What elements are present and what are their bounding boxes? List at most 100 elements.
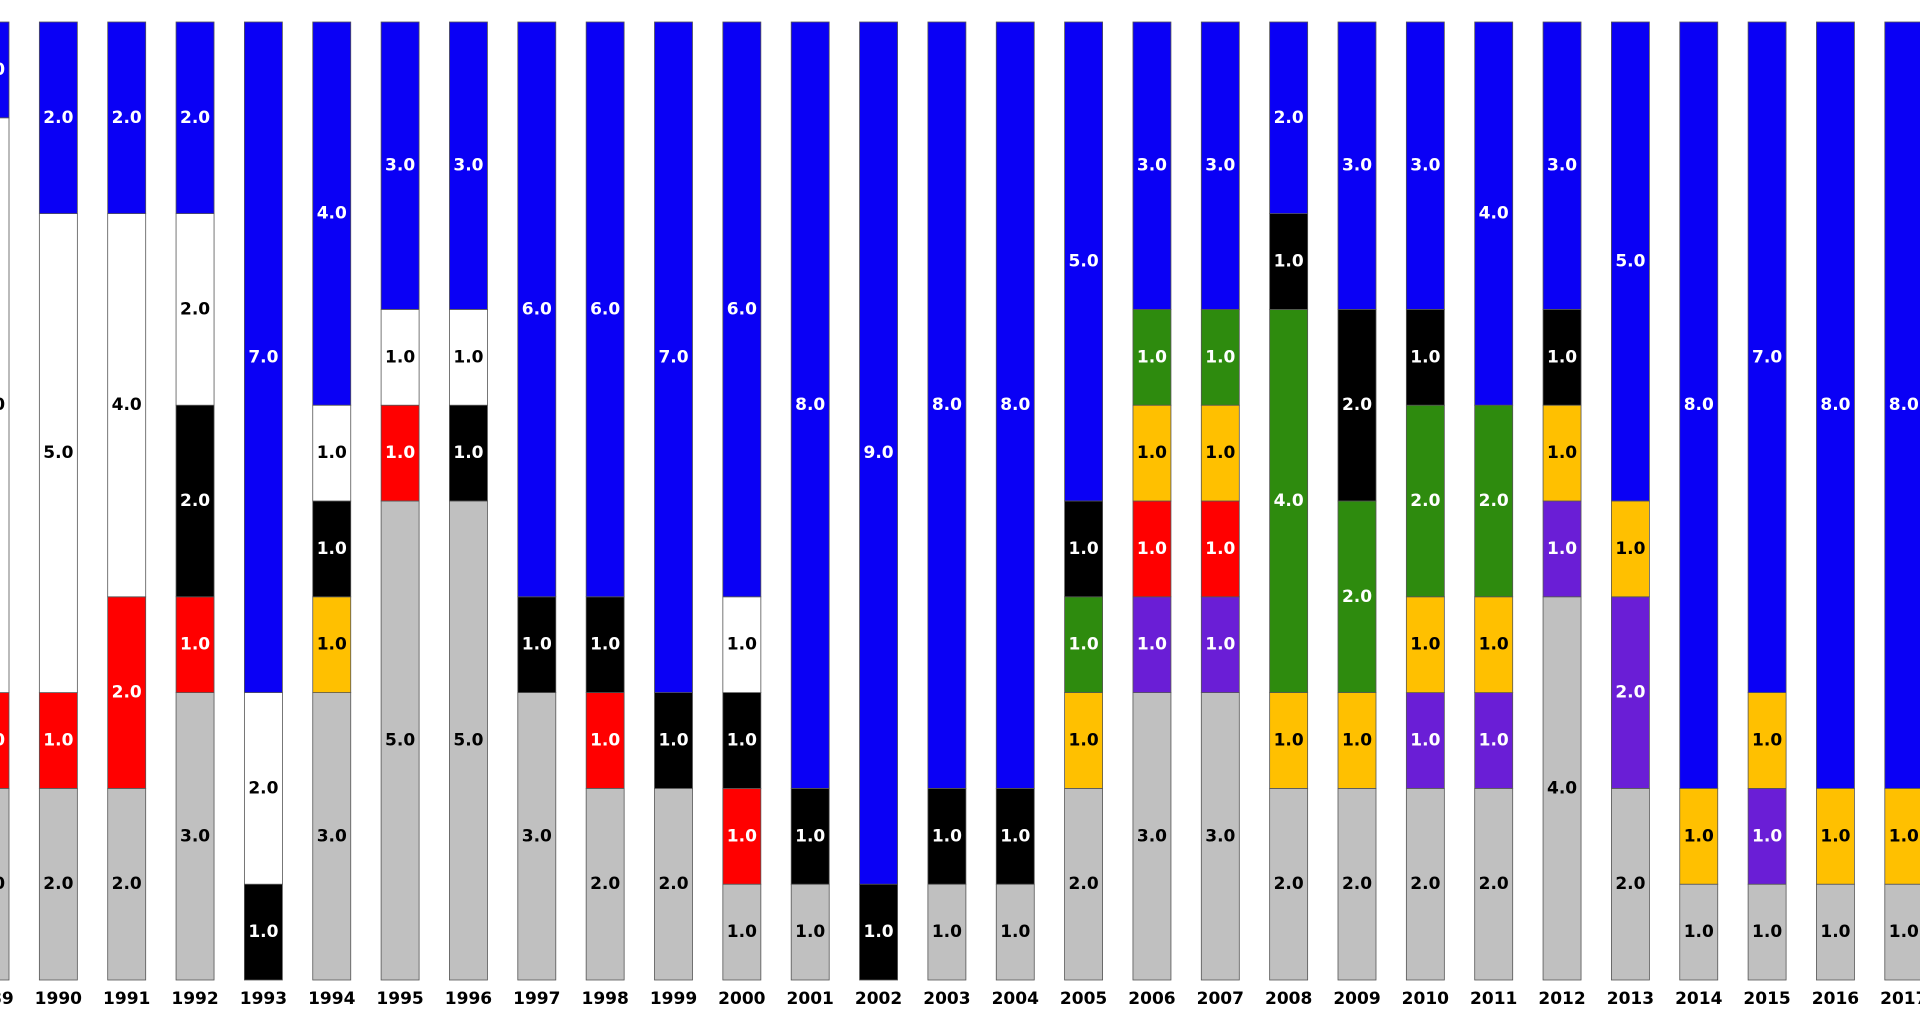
- bar-segment: [517, 596, 557, 693]
- x-tick-label: 1993: [240, 989, 287, 1009]
- bar-segment: [175, 21, 215, 215]
- value-label: 3.0: [1342, 156, 1372, 176]
- bar-segment: [1269, 213, 1309, 310]
- x-tick-label: 2017: [1880, 989, 1920, 1009]
- bar-segment: [107, 21, 147, 215]
- value-label: 1.0: [1752, 826, 1782, 846]
- bar-segment: [449, 21, 488, 310]
- bar-segment: [1405, 692, 1445, 789]
- value-label: 2.0: [1615, 683, 1645, 703]
- x-tick-label: 2005: [1060, 989, 1107, 1009]
- value-label: 1.0: [1820, 922, 1850, 942]
- value-label: 1.0: [1205, 347, 1235, 367]
- bar-segment: [1679, 883, 1719, 981]
- bar-segment: [790, 21, 830, 789]
- value-label: 6.0: [0, 395, 5, 415]
- value-label: 4.0: [1547, 778, 1577, 798]
- bar-segment: [0, 21, 10, 119]
- bar-segment: [312, 404, 352, 502]
- bar-segment: [1132, 692, 1172, 981]
- x-tick-label: 1990: [35, 989, 82, 1009]
- value-label: 1.0: [932, 922, 962, 942]
- bar-segment: [722, 596, 762, 693]
- value-label: 3.0: [317, 826, 347, 846]
- value-label: 1.0: [1342, 731, 1372, 751]
- bar-segment: [107, 788, 147, 981]
- value-label: 5.0: [43, 443, 73, 463]
- bar-segment: [517, 21, 557, 598]
- value-label: 2.0: [112, 683, 142, 703]
- x-tick-label: 2002: [855, 989, 902, 1009]
- value-label: 2.0: [43, 108, 73, 128]
- bar-segment: [0, 117, 10, 693]
- value-label: 3.0: [522, 826, 552, 846]
- value-label: 2.0: [1479, 491, 1509, 511]
- value-label: 2.0: [112, 108, 142, 128]
- value-label: 1.0: [1069, 731, 1099, 751]
- value-label: 1.0: [727, 731, 757, 751]
- bar-segment: [175, 596, 215, 693]
- value-label: 4.0: [317, 204, 347, 224]
- value-label: 1.0: [43, 731, 73, 751]
- bar-segment: [654, 788, 693, 981]
- x-tick-label: 2012: [1538, 989, 1585, 1009]
- value-label: 5.0: [1069, 252, 1099, 272]
- bar-segment: [585, 596, 625, 693]
- value-label: 8.0: [1684, 395, 1714, 415]
- value-label: 2.0: [590, 874, 620, 894]
- bar-segment: [1747, 692, 1787, 789]
- bar-segment: [0, 692, 10, 789]
- x-tick-label: 2009: [1333, 989, 1380, 1009]
- bar-segment: [585, 788, 625, 981]
- value-label: 8.0: [1000, 395, 1030, 415]
- x-tick-label: 1994: [308, 989, 355, 1009]
- value-label: 1.0: [1137, 539, 1167, 559]
- bar-segment: [1269, 21, 1309, 215]
- bar-segment: [38, 21, 78, 215]
- value-label: 8.0: [1889, 395, 1919, 415]
- bar-segment: [312, 500, 352, 598]
- value-label: 1.0: [1069, 539, 1099, 559]
- bar-segment: [312, 596, 352, 693]
- bar-segment: [790, 788, 830, 885]
- bar-segment: [1611, 500, 1650, 598]
- bar-segment: [243, 883, 283, 981]
- bar-segment: [1816, 788, 1855, 885]
- bar-segment: [312, 21, 352, 406]
- bar-segment: [38, 692, 78, 789]
- bar-segment: [175, 404, 215, 598]
- bar-segment: [654, 21, 693, 693]
- value-label: 1.0: [1889, 922, 1919, 942]
- value-label: 8.0: [932, 395, 962, 415]
- value-label: 2.0: [1342, 587, 1372, 607]
- bar-segment: [1884, 21, 1920, 789]
- value-label: 1.0: [1752, 731, 1782, 751]
- x-tick-label: 2006: [1128, 989, 1175, 1009]
- value-label: 1.0: [385, 347, 415, 367]
- bar-segment: [1337, 21, 1377, 310]
- bar-segment: [585, 21, 625, 598]
- value-label: 6.0: [590, 299, 620, 319]
- value-label: 3.0: [1205, 826, 1235, 846]
- value-label: 1.0: [658, 731, 688, 751]
- value-label: 1.0: [1410, 731, 1440, 751]
- value-label: 3.0: [385, 156, 415, 176]
- value-label: 1.0: [1069, 635, 1099, 655]
- bar-segment: [927, 883, 967, 981]
- value-label: 3.0: [180, 826, 210, 846]
- bar-segment: [1064, 500, 1103, 598]
- x-tick-label: 2013: [1607, 989, 1654, 1009]
- bar-segment: [449, 500, 488, 981]
- x-tick-label: 1998: [581, 989, 628, 1009]
- value-label: 5.0: [453, 731, 483, 751]
- value-label: 1.0: [1000, 922, 1030, 942]
- value-label: 2.0: [1615, 874, 1645, 894]
- value-label: 3.0: [1137, 156, 1167, 176]
- bar-segment: [1611, 788, 1650, 981]
- bar-segment: [1884, 883, 1920, 981]
- bar-segment: [1884, 788, 1920, 885]
- value-label: 1.0: [590, 731, 620, 751]
- value-label: 1.0: [1547, 347, 1577, 367]
- x-tick-label: 2008: [1265, 989, 1312, 1009]
